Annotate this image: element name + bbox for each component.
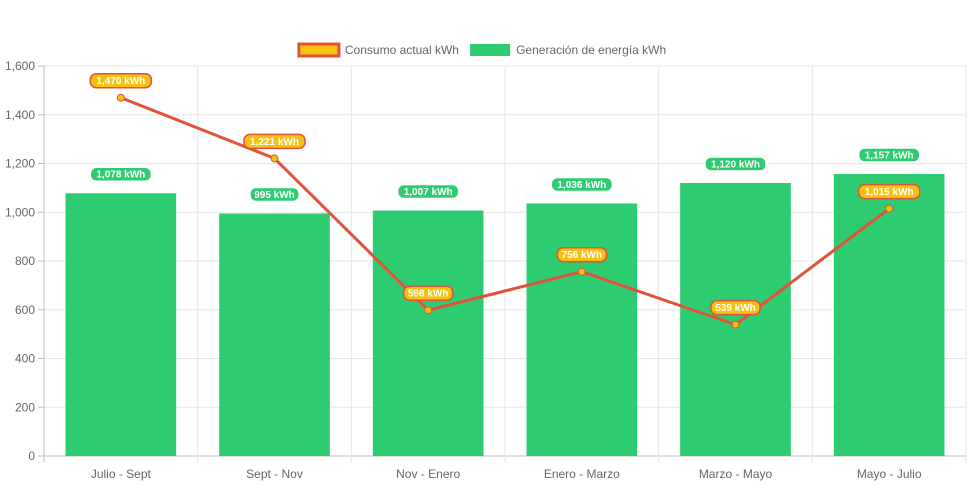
data-label-badge [857, 147, 921, 163]
y-tick-label: 1,600 [5, 59, 35, 73]
data-label: 1,157 kWh [865, 150, 914, 161]
legend-label-generacion: Generación de energía kWh [516, 43, 666, 57]
line-point [731, 320, 740, 329]
bar [526, 203, 638, 456]
data-label-badge [710, 299, 761, 316]
data-label: 1,015 kWh [865, 187, 914, 198]
data-label: 598 kWh [408, 289, 449, 300]
data-label: 1,036 kWh [557, 180, 606, 191]
x-tick-label: Enero - Marzo [544, 467, 620, 481]
y-tick-label: 800 [15, 254, 35, 268]
y-tick-label: 600 [15, 303, 35, 317]
data-label-badge [249, 186, 300, 203]
bar [65, 193, 177, 457]
data-label-badge [402, 285, 454, 301]
legend-swatch-generacion [470, 44, 511, 56]
data-label-badge [857, 183, 921, 200]
x-tick-label: Julio - Sept [91, 467, 152, 481]
legend-swatch-consumo [297, 42, 341, 58]
line-point [424, 306, 433, 315]
y-tick-label: 200 [15, 400, 35, 414]
x-tick-label: Sept - Nov [246, 467, 303, 481]
bar [372, 210, 484, 456]
line-point [116, 93, 125, 102]
x-tick-label: Marzo - Mayo [699, 467, 773, 481]
y-tick-label: 1,400 [5, 108, 35, 122]
data-label: 1,078 kWh [96, 170, 145, 181]
data-label-badge [550, 176, 614, 193]
x-tick-label: Nov - Enero [396, 467, 460, 481]
legend-label-consumo: Consumo actual kWh [345, 43, 459, 57]
bar [680, 183, 791, 456]
bars [65, 173, 945, 457]
data-label-badge [89, 72, 153, 89]
data-label: 1,221 kWh [250, 137, 299, 148]
line-point [885, 204, 894, 213]
data-label: 756 kWh [562, 250, 603, 261]
data-label: 1,470 kWh [96, 76, 145, 87]
data-labels: 1,078 kWh 995 kWh 1,007 kWh 1,036 kWh 1,120 … [89, 72, 921, 316]
y-tick-label: 1,200 [5, 157, 35, 171]
data-label-badge [89, 166, 153, 182]
grid [43, 65, 967, 462]
y-tick-label: 1,000 [5, 205, 35, 219]
data-label-badge [556, 246, 608, 263]
data-label-badge [704, 156, 767, 172]
data-label-badge [243, 133, 306, 150]
data-label: 1,120 kWh [711, 160, 760, 171]
x-tick-label: Mayo - Julio [857, 467, 922, 481]
line-point [270, 154, 279, 163]
y-tick-label: 0 [28, 449, 35, 463]
line-point [577, 267, 586, 276]
y-tick-label: 400 [15, 352, 35, 366]
legend: Consumo actual kWh Generación de energía … [297, 42, 666, 58]
data-label: 1,007 kWh [404, 187, 453, 198]
bar [833, 173, 945, 456]
data-label: 995 kWh [254, 190, 295, 201]
axes: 0 200 400 600 800 1,000 1,200 1,400 1,600 Julio -… [5, 59, 922, 481]
bar [219, 213, 330, 456]
data-label: 539 kWh [715, 303, 756, 314]
data-label-badge [396, 183, 460, 200]
